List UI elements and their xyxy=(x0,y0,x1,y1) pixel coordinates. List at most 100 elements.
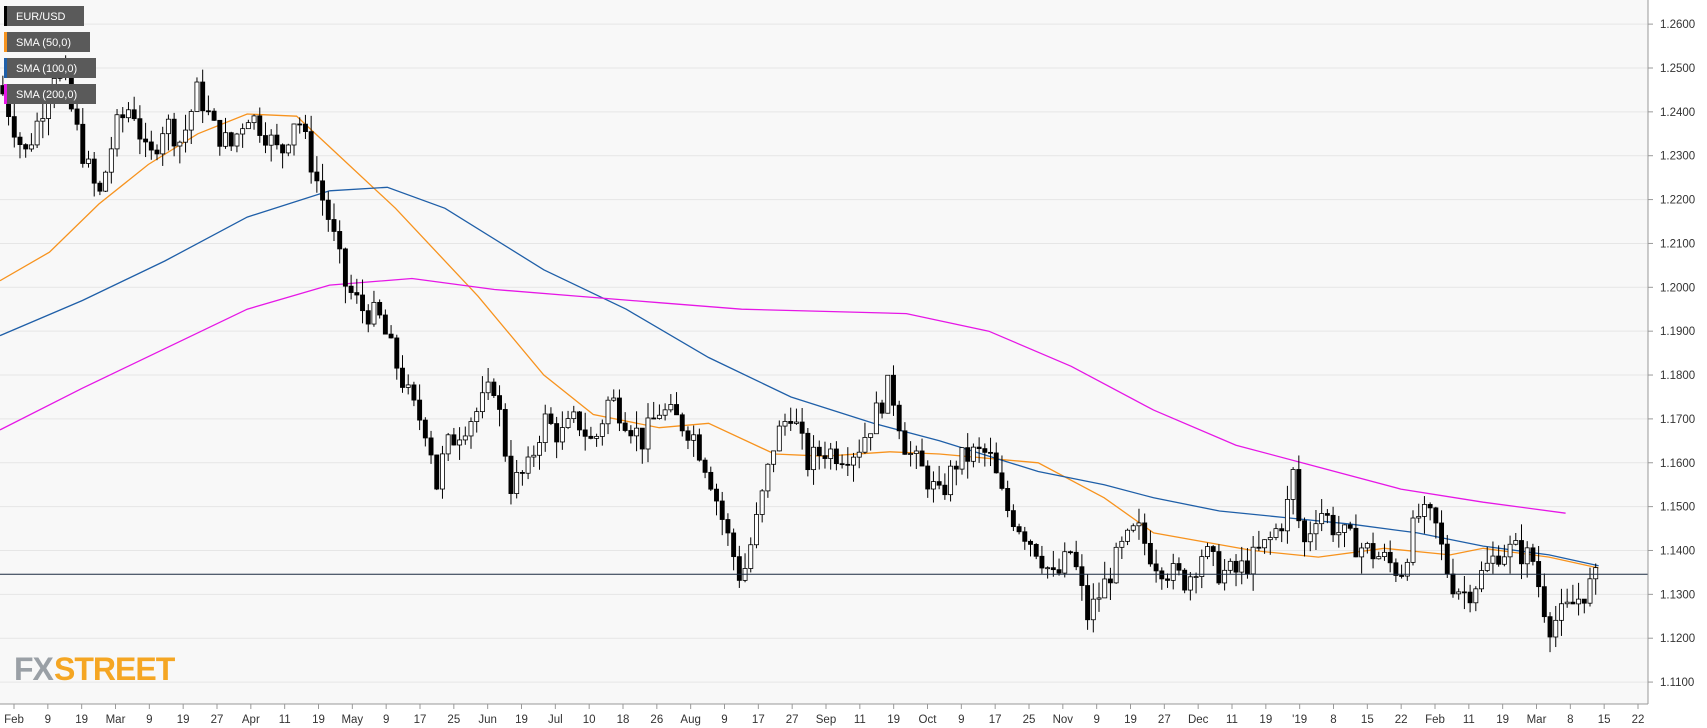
sma-line xyxy=(0,113,1599,569)
candle-body xyxy=(217,119,223,147)
candle-body xyxy=(205,110,211,113)
x-tick-label: 11 xyxy=(1226,714,1238,726)
candle-body xyxy=(422,419,428,439)
x-tick-label: 27 xyxy=(786,714,799,726)
legend-swatch xyxy=(4,84,7,104)
candle-body xyxy=(896,404,902,432)
x-tick-label: Sep xyxy=(816,714,836,726)
x-tick-label: 17 xyxy=(989,714,1002,726)
candle-body xyxy=(1239,560,1245,573)
candle-body xyxy=(1176,563,1182,571)
candle-body xyxy=(577,411,582,431)
candle-body xyxy=(725,519,731,534)
x-tick-label: 15 xyxy=(1361,714,1374,726)
legend-label: SMA (100,0) xyxy=(16,63,77,75)
x-tick-label: 17 xyxy=(752,714,765,726)
candle-body xyxy=(611,397,617,401)
plot-area xyxy=(0,0,1648,704)
legend: EUR/USD SMA (50,0) SMA (100,0) SMA (200,0) xyxy=(4,6,96,104)
candle-body xyxy=(1353,527,1359,558)
candle-body xyxy=(314,171,320,182)
candle-body xyxy=(691,434,697,441)
candle-body xyxy=(1433,507,1439,524)
y-tick-label: 1.2400 xyxy=(1660,107,1695,119)
candle-body xyxy=(1427,504,1433,509)
candle-body xyxy=(502,409,508,457)
y-tick-label: 1.1400 xyxy=(1660,545,1695,557)
x-axis: Feb 9 19 Mar 9 19 27 Apr 11 19 May 9 17 25 Jun 19 Jul 10 1… xyxy=(0,703,1648,726)
candle-body xyxy=(765,463,771,492)
candle-body xyxy=(1028,540,1033,545)
x-tick-label: 19 xyxy=(887,714,900,726)
candle-body xyxy=(759,490,765,515)
candle-body xyxy=(565,418,571,428)
candle-body xyxy=(599,423,605,437)
candle-body xyxy=(1022,531,1028,542)
candle-body xyxy=(1461,591,1467,594)
candle-body xyxy=(616,397,622,424)
candle-body xyxy=(851,456,856,466)
candle-body xyxy=(411,384,417,401)
candle-body xyxy=(291,123,297,146)
candle-body xyxy=(1421,504,1427,517)
candle-body xyxy=(891,374,896,406)
y-tick-label: 1.2100 xyxy=(1660,238,1695,250)
legend-swatch xyxy=(4,32,7,52)
candle-body xyxy=(1187,576,1193,591)
candle-body xyxy=(845,463,851,466)
candle-body xyxy=(1473,588,1479,604)
candle-body xyxy=(1182,569,1188,591)
candle-body xyxy=(451,434,457,446)
candle-body xyxy=(1370,543,1376,560)
candle-body xyxy=(280,144,286,154)
candle-body xyxy=(639,427,645,450)
candle-body xyxy=(1290,469,1296,500)
candle-body xyxy=(97,182,103,192)
candle-body xyxy=(17,136,23,146)
candle-body xyxy=(1073,551,1079,568)
candle-body xyxy=(554,423,560,443)
candle-body xyxy=(645,417,651,450)
candle-body xyxy=(1593,567,1599,580)
candle-body xyxy=(537,442,542,456)
x-tick-label: 11 xyxy=(1463,714,1475,726)
candle-body xyxy=(1570,601,1576,605)
x-tick-label: 15 xyxy=(1598,714,1611,726)
candle-body xyxy=(131,109,137,120)
candle-body xyxy=(1147,542,1153,565)
y-tick-label: 1.2200 xyxy=(1660,195,1695,207)
candle-body xyxy=(1050,567,1056,571)
sma-line xyxy=(0,277,1566,514)
candle-body xyxy=(1262,539,1268,549)
candle-body xyxy=(571,411,577,420)
x-tick-label: 9 xyxy=(1093,714,1099,726)
candle-body xyxy=(879,402,885,414)
candle-body xyxy=(1222,569,1228,584)
x-tick-label: 11 xyxy=(854,714,866,726)
x-tick-label: 17 xyxy=(414,714,427,726)
candle-body xyxy=(120,114,126,119)
candle-body xyxy=(354,292,360,296)
candle-body xyxy=(371,301,377,325)
candle-body xyxy=(793,421,799,424)
candle-body xyxy=(268,134,274,146)
candle-body xyxy=(1056,569,1062,574)
x-tick-label: Nov xyxy=(1053,714,1074,726)
logo-fx: FX xyxy=(14,651,55,687)
candle-body xyxy=(382,314,388,335)
y-tick-label: 1.2000 xyxy=(1660,282,1695,294)
candle-body xyxy=(1142,522,1148,544)
candle-body xyxy=(1456,591,1462,595)
candle-body xyxy=(1244,560,1250,575)
candle-body xyxy=(1387,551,1393,564)
candle-body xyxy=(588,435,594,439)
candle-body xyxy=(1439,522,1445,545)
y-tick-label: 1.1900 xyxy=(1660,326,1695,338)
x-tick-label: Jul xyxy=(548,714,563,726)
x-tick-label: 9 xyxy=(383,714,389,726)
candle-body xyxy=(165,118,171,135)
x-tick-label: 22 xyxy=(1632,714,1645,726)
candle-body xyxy=(228,132,234,147)
